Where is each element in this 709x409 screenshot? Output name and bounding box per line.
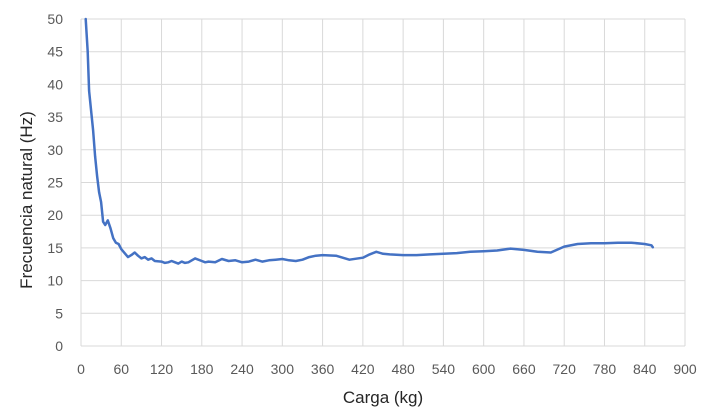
x-tick-label: 180	[190, 361, 214, 377]
y-tick-label: 5	[55, 305, 63, 321]
x-tick-label: 600	[472, 361, 496, 377]
y-tick-label: 25	[47, 175, 63, 191]
x-tick-label: 840	[633, 361, 657, 377]
series-group	[84, 17, 655, 265]
y-tick-label: 30	[47, 142, 63, 158]
x-axis-title: Carga (kg)	[343, 388, 423, 407]
x-tick-label: 60	[113, 361, 129, 377]
x-tick-label: 240	[230, 361, 254, 377]
y-tick-label: 20	[47, 207, 63, 223]
gridlines	[80, 18, 686, 347]
x-tick-label: 420	[351, 361, 375, 377]
x-tick-label: 720	[553, 361, 577, 377]
x-tick-label: 0	[77, 361, 85, 377]
x-tick-label: 300	[271, 361, 295, 377]
y-tick-label: 15	[47, 240, 63, 256]
series-line	[84, 17, 655, 265]
x-tick-label: 480	[391, 361, 415, 377]
y-tick-label: 10	[47, 273, 63, 289]
x-tick-label: 660	[512, 361, 536, 377]
y-tick-label: 50	[47, 11, 63, 27]
x-axis-tick-labels: 0 60 120 180 240 300 360 420 480 540 600 660 720 780 8…	[77, 361, 697, 377]
x-tick-label: 780	[593, 361, 617, 377]
y-tick-label: 35	[47, 109, 63, 125]
y-axis-title: Frecuencia natural (Hz)	[17, 111, 36, 289]
x-tick-label: 540	[432, 361, 456, 377]
y-tick-label: 40	[47, 76, 63, 92]
y-tick-label: 0	[55, 338, 63, 354]
y-tick-label: 45	[47, 44, 63, 60]
x-tick-label: 360	[311, 361, 335, 377]
x-tick-label: 120	[150, 361, 174, 377]
x-tick-label: 900	[673, 361, 697, 377]
y-axis-tick-labels: 0 5 10 15 20 25 30 35 40 45 50	[47, 11, 63, 354]
